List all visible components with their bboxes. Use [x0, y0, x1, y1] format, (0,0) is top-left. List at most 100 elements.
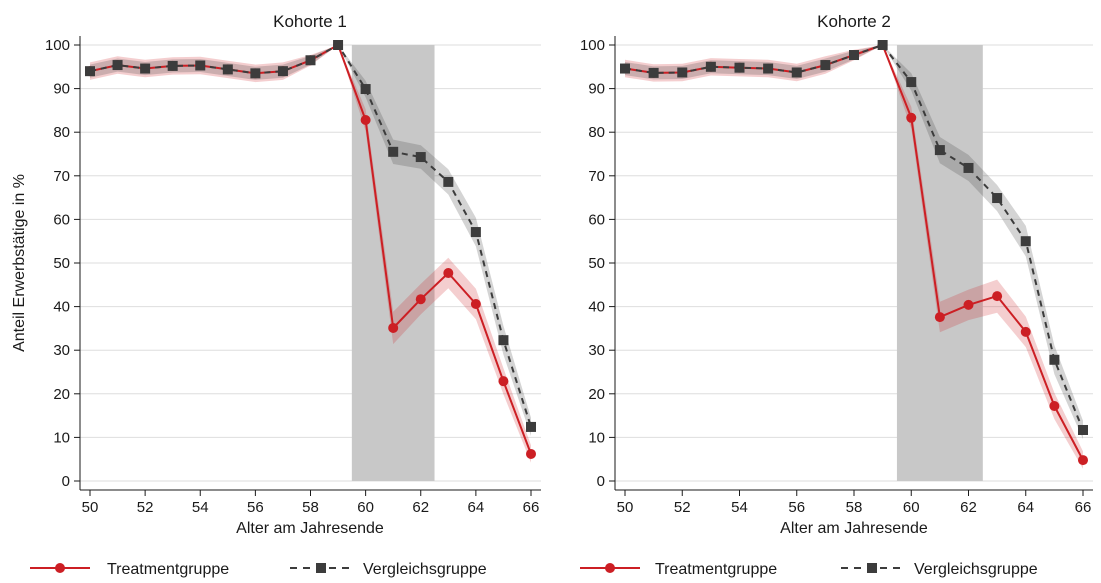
comparison-point: [250, 68, 261, 79]
comparison-point: [85, 66, 95, 77]
comparison-confidence-band: [625, 45, 1083, 440]
treatment-point: [992, 291, 1003, 302]
y-tick-label: 20: [53, 386, 70, 403]
y-tick-label: 80: [53, 124, 70, 141]
legend-entry-comparison: Vergleichsgruppe: [841, 561, 1038, 578]
treatment-line: [89, 44, 532, 455]
comparison-line: [89, 44, 532, 428]
comparison-point: [333, 40, 344, 50]
y-tick-label: 100: [580, 37, 605, 54]
y-tick-label: 20: [588, 386, 605, 403]
x-tick-label: 60: [903, 499, 920, 516]
legend-entry-comparison: Vergleichsgruppe: [290, 561, 487, 578]
legend-marker-treatment: [55, 563, 65, 573]
treatment-point: [963, 299, 974, 310]
comparison-point: [112, 60, 123, 71]
comparison-point: [526, 421, 536, 432]
x-tick-label: 56: [788, 499, 805, 516]
treatment-point: [906, 112, 917, 123]
treatment-point: [1078, 455, 1088, 466]
comparison-point: [360, 84, 371, 95]
legend-entry-treatment: Treatmentgruppe: [30, 561, 229, 578]
y-tick-label: 10: [53, 429, 70, 446]
legend-marker-comparison: [867, 563, 877, 573]
comparison-point: [277, 66, 288, 77]
comparison-point: [305, 55, 316, 66]
plot-area: 0 10 20 30 40 50 60 70 80 90 100 50 52 54 56 58 60 62 64 66: [580, 36, 1093, 516]
treatment-confidence-band: [625, 45, 1083, 469]
comparison-point: [167, 60, 178, 71]
comparison-point: [1078, 424, 1088, 435]
legend-marker-comparison: [316, 563, 326, 573]
x-tick-label: 58: [302, 499, 319, 516]
comparison-point: [140, 63, 151, 74]
treatment-point: [443, 268, 454, 279]
comparison-point: [734, 62, 745, 73]
comparison-point: [415, 152, 426, 163]
treatment-point: [526, 448, 536, 459]
treatment-point: [498, 376, 509, 387]
y-tick-label: 0: [62, 473, 70, 490]
comparison-confidence-band: [90, 45, 531, 437]
y-tick-label: 90: [588, 81, 605, 98]
legend-label-comparison: Vergleichsgruppe: [914, 561, 1038, 578]
comparison-point: [992, 193, 1003, 204]
y-tick-label: 0: [597, 473, 605, 490]
legend-label-comparison: Vergleichsgruppe: [363, 561, 487, 578]
comparison-point: [1020, 236, 1031, 247]
treatment-line: [624, 44, 1084, 461]
comparison-point: [195, 60, 206, 71]
x-tick-label: 54: [192, 499, 209, 516]
y-tick-label: 80: [588, 124, 605, 141]
x-tick-label: 50: [82, 499, 99, 516]
treatment-point: [934, 312, 945, 323]
x-tick-label: 60: [357, 499, 374, 516]
panel-kohorte-1: 0 10 20 30 40 50 60 70 80 90 100 50 52 54 56 58 60 62 64 66…: [11, 12, 541, 578]
treatment-point: [388, 322, 399, 333]
comparison-point: [763, 63, 774, 74]
x-tick-label: 56: [247, 499, 264, 516]
y-tick-label: 30: [588, 342, 605, 359]
legend: Treatmentgruppe Vergleichsgruppe: [30, 561, 487, 578]
x-tick-label: 64: [468, 499, 485, 516]
legend-entry-treatment: Treatmentgruppe: [580, 561, 777, 578]
plot-area: 0 10 20 30 40 50 60 70 80 90 100 50 52 54 56 58 60 62 64 66: [45, 36, 541, 516]
treatment-point: [1020, 326, 1031, 337]
comparison-point: [388, 146, 399, 157]
comparison-point: [677, 67, 688, 78]
y-tick-label: 10: [588, 429, 605, 446]
comparison-point: [877, 40, 888, 50]
y-tick-label: 40: [588, 299, 605, 316]
comparison-point: [934, 145, 945, 156]
x-tick-label: 58: [846, 499, 863, 516]
y-axis-label: Anteil Erwerbstätige in %: [11, 174, 28, 352]
y-tick-label: 50: [53, 255, 70, 272]
y-tick-label: 90: [53, 81, 70, 98]
treatment-point: [360, 114, 371, 125]
y-tick-label: 50: [588, 255, 605, 272]
y-tick-label: 70: [53, 168, 70, 185]
comparison-point: [963, 162, 974, 173]
x-axis-label: Alter am Jahresende: [780, 520, 928, 537]
y-tick-label: 60: [588, 211, 605, 228]
x-tick-label: 64: [1017, 499, 1034, 516]
comparison-point: [498, 335, 509, 346]
comparison-point: [443, 176, 454, 187]
x-tick-label: 54: [731, 499, 748, 516]
y-tick-label: 70: [588, 168, 605, 185]
y-tick-label: 100: [45, 37, 70, 54]
x-tick-label: 66: [523, 499, 540, 516]
comparison-point: [470, 227, 481, 238]
comparison-point: [648, 67, 659, 78]
legend-label-treatment: Treatmentgruppe: [107, 561, 229, 578]
treatment-point: [1049, 401, 1060, 412]
x-tick-label: 66: [1075, 499, 1092, 516]
panel-title: Kohorte 1: [273, 12, 347, 31]
x-tick-label: 52: [674, 499, 691, 516]
x-tick-label: 62: [960, 499, 977, 516]
comparison-point: [791, 67, 802, 78]
panel-kohorte-2: 0 10 20 30 40 50 60 70 80 90 100 50 52 54 56 58 60 62 64 66…: [580, 12, 1093, 578]
y-tick-label: 30: [53, 342, 70, 359]
x-tick-label: 62: [412, 499, 429, 516]
